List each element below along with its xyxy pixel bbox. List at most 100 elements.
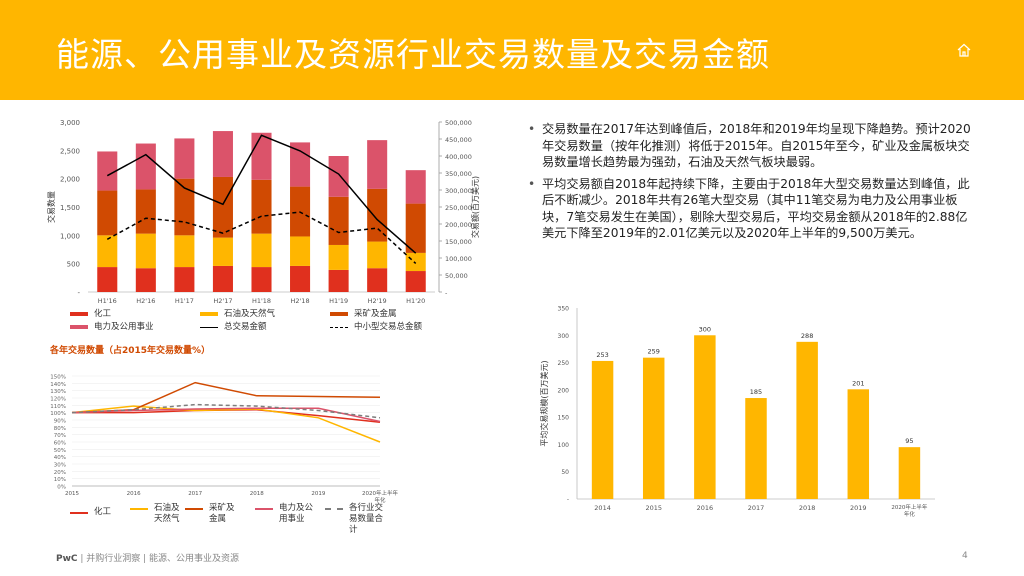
bar-segment	[251, 179, 272, 234]
bar-segment	[405, 271, 426, 292]
bar-segment	[97, 190, 118, 236]
legend-item: 电力及公用事业	[255, 503, 313, 525]
bullet-item: • 平均交易额自2018年起持续下降，主要由于2018年大型交易数量达到峰值，此后…	[528, 176, 978, 242]
legend-item: 各行业交 易数量合计	[325, 503, 383, 536]
y-tick-label: 300	[558, 333, 570, 340]
y-right-tick-label: 300,000	[445, 187, 472, 195]
y-tick-label: 110%	[50, 404, 66, 410]
deal-count-index-chart: 150%140%130% 120%110%100% 90%80%70% 60%50%4…	[50, 375, 398, 505]
y-tick-label: 60%	[54, 441, 66, 447]
small-mid-deal-value-line	[106, 211, 417, 264]
bar-segment	[405, 252, 426, 272]
bullet-dot: •	[528, 176, 536, 191]
header-bar: 能源、公用事业及资源行业交易数量及交易金额	[0, 0, 1024, 100]
x-tick-label: 2020年上半年	[362, 489, 398, 497]
x-tick-label: 2019	[311, 491, 325, 497]
bar-value-label: 185	[750, 388, 762, 396]
x-tick-label: H2'18	[291, 297, 310, 305]
bar-segment	[174, 267, 195, 292]
insight-bullets: • 交易数量在2017年达到峰值后，2018年和2019年均呈现下降趋势。预计20…	[528, 121, 978, 247]
y-tick-label: 50%	[54, 448, 66, 454]
bar-segment	[328, 269, 349, 292]
y-right-tick-label: 350,000	[445, 170, 472, 178]
y-axis-title: 平均交易规模(百万美元)	[539, 360, 549, 446]
legend-label: 电力及公用事业	[279, 503, 314, 524]
y-tick-label: 100	[558, 442, 570, 449]
x-tick-label: 2017	[748, 504, 765, 512]
x-tick-label: 2017	[188, 491, 202, 497]
legend-label: 化工	[94, 507, 112, 517]
bar-segment	[135, 233, 156, 269]
bar-segment	[290, 142, 311, 187]
x-tick-label: H2'19	[368, 297, 387, 305]
x-tick-label: H1'20	[406, 297, 425, 305]
x-tick-label: 年化	[904, 510, 916, 518]
y-tick-label: 70%	[54, 433, 66, 439]
bar-segment	[212, 237, 233, 266]
legend-item: 化工	[70, 507, 111, 518]
y-tick-label: 140%	[50, 382, 66, 388]
bar-segment	[135, 189, 156, 234]
bar-segment	[328, 196, 349, 245]
home-icon[interactable]	[956, 42, 972, 58]
chart1-legend: 化工 石油及天然气 采矿及金属 电力及公用事业 总交易金额 中小型交易总金额	[70, 309, 470, 337]
chart2-legend: 化工 石油及 天然气 采矿及 金属 电力及公 用事业 各行业交 易数量合计	[70, 503, 430, 543]
avg-deal-size-chart: 350 300 250 200 150 100 50 - 平均交易规模(百万美元) 253 2014…	[539, 306, 935, 518]
bar	[642, 357, 665, 499]
x-tick-label: H1'18	[252, 297, 271, 305]
bar-segment	[290, 236, 311, 266]
legend-label: 电力及公用事业	[94, 322, 154, 332]
y-right-tick-label: 50,000	[445, 272, 468, 280]
y-tick-label: 20%	[54, 470, 66, 476]
legend-item: 采矿及金属	[185, 503, 235, 525]
bar-value-label: 259	[648, 348, 660, 356]
bar-segment	[135, 143, 156, 190]
bar-segment	[290, 265, 311, 292]
legend-label: 石油及天然气	[154, 503, 180, 524]
legend-item: 石油及天然气	[130, 503, 182, 525]
legend-item: 采矿及金属	[330, 309, 397, 320]
bar-segment	[367, 140, 388, 189]
bar-value-label: 253	[596, 351, 608, 359]
y-tick-label: 10%	[54, 477, 66, 483]
x-tick-label: H1'19	[329, 297, 348, 305]
deal-count-value-chart: 3,000 2,500 2,000 1,500 1,000 500 - 500,000 450,…	[46, 119, 480, 305]
legend-label: 中小型交易总金额	[354, 322, 423, 332]
legend-label: 总交易金额	[224, 322, 267, 332]
bar	[591, 360, 614, 499]
bar-segment	[328, 244, 349, 270]
bar-segment	[97, 267, 118, 292]
legend-item: 化工	[70, 309, 111, 320]
bar	[847, 389, 870, 499]
y-tick-label: 120%	[50, 397, 66, 403]
bar-value-label: 288	[801, 332, 813, 340]
x-tick-label: 2016	[697, 504, 714, 512]
legend-swatch	[130, 508, 148, 510]
y-left-axis-title: 交易数量	[46, 191, 56, 223]
legend-swatch	[325, 508, 343, 510]
bar-value-label: 300	[699, 325, 711, 333]
bullet-dot: •	[528, 122, 536, 136]
bar-segment	[212, 176, 233, 238]
legend-swatch	[200, 312, 218, 316]
bar-segment	[328, 156, 349, 197]
bar-segment	[135, 268, 156, 292]
y-tick-label: 80%	[54, 426, 66, 432]
y-tick-label: 40%	[54, 455, 66, 461]
bullet-text: 平均交易额自2018年起持续下降，主要由于2018年大型交易数量达到峰值，此后不…	[542, 176, 970, 241]
y-left-tick-label: 2,000	[60, 176, 80, 184]
y-tick-label: 150	[558, 415, 570, 422]
legend-label: 采矿及金属	[354, 309, 397, 319]
x-tick-label: H2'17	[213, 297, 232, 305]
bar	[898, 447, 921, 499]
y-right-tick-label: 150,000	[445, 238, 472, 246]
x-tick-label: H1'16	[98, 297, 117, 305]
x-tick-label: H2'16	[136, 297, 155, 305]
series-line	[71, 405, 381, 443]
x-tick-label: 2015	[65, 491, 79, 497]
total-deal-value-line	[106, 134, 417, 254]
legend-swatch	[255, 508, 273, 510]
y-right-tick-label: 450,000	[445, 136, 472, 144]
y-left-tick-label: 1,000	[60, 232, 80, 240]
y-left-tick-label: 500	[67, 261, 80, 269]
